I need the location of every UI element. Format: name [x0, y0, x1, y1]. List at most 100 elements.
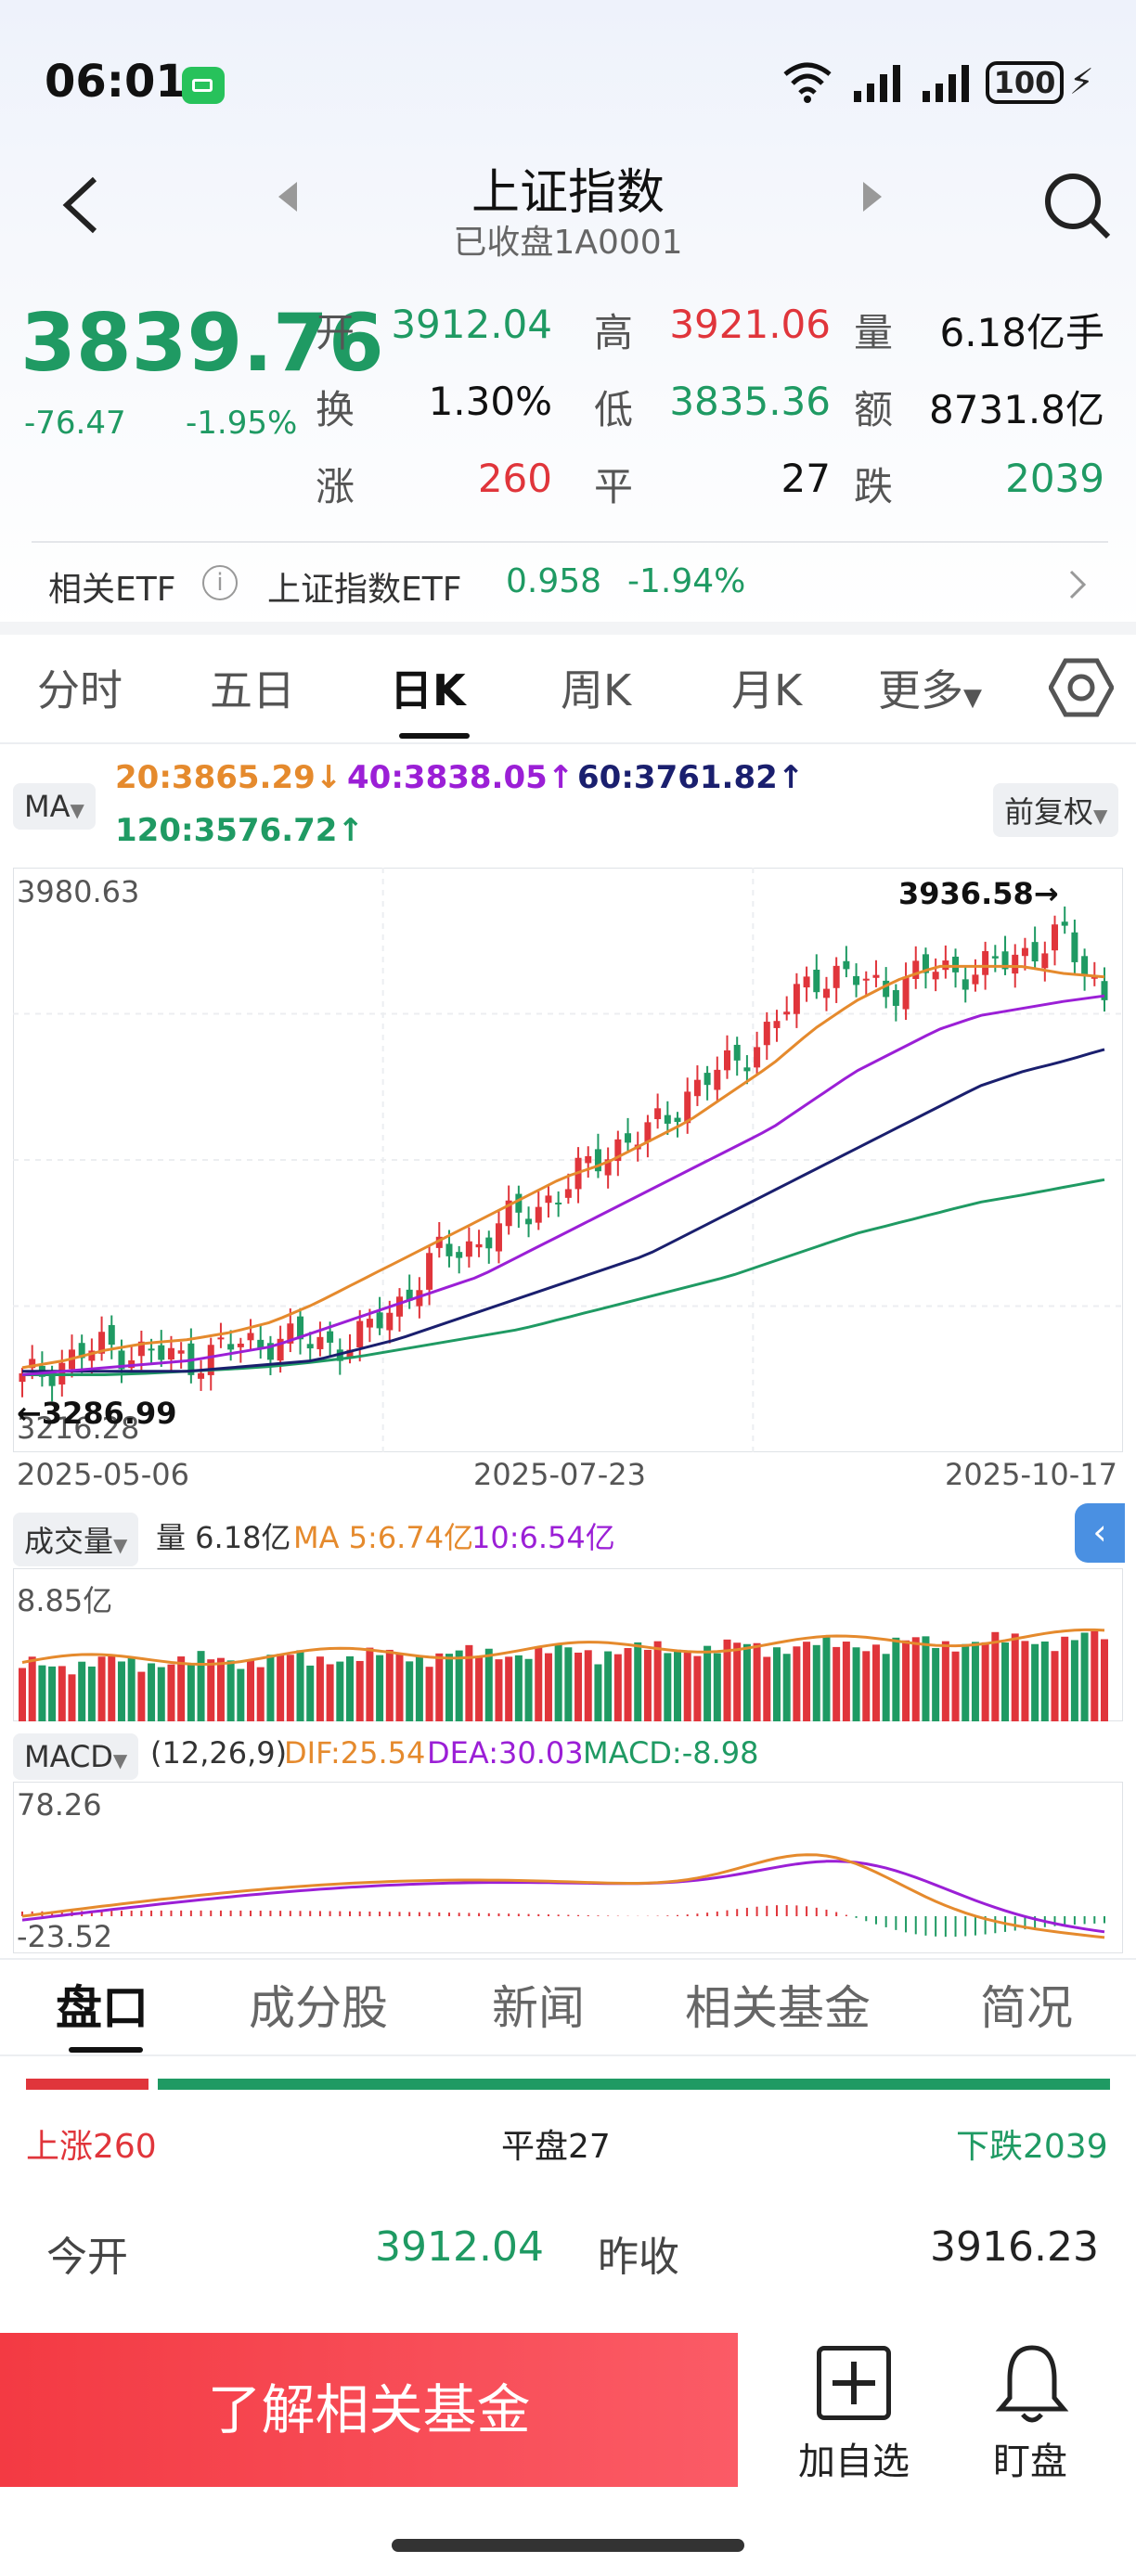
info-icon[interactable]: i — [202, 565, 238, 600]
change-pct: -1.95% — [186, 405, 298, 442]
volume-bar — [97, 1656, 106, 1721]
bell-icon[interactable] — [995, 2342, 1069, 2429]
candle-body — [495, 1223, 502, 1252]
candle-body — [853, 975, 860, 985]
y-min-label: 3216.28 — [17, 1410, 140, 1446]
breadth-flat: 平盘27 — [501, 2128, 611, 2166]
volume-bar — [68, 1674, 76, 1721]
volume-bar — [941, 1641, 949, 1721]
candle-body — [515, 1193, 523, 1213]
candle-body — [247, 1333, 254, 1341]
candle-body — [972, 974, 979, 985]
prev-close-value: 3916.23 — [930, 2223, 1099, 2271]
macd-selector[interactable]: MACD▼ — [13, 1733, 139, 1780]
tab-timeshare[interactable]: 分时 — [37, 665, 123, 715]
wechat-icon — [182, 67, 225, 104]
volume-bar — [484, 1648, 493, 1721]
candle-body — [555, 1202, 562, 1204]
tab-constituents[interactable]: 成分股 — [249, 1981, 388, 2035]
tab-related-funds[interactable]: 相关基金 — [685, 1981, 871, 2035]
tab-five-day[interactable]: 五日 — [210, 665, 295, 715]
macd-max-label: 78.26 — [17, 1787, 102, 1823]
prev-stock-icon[interactable] — [275, 178, 303, 219]
volume-bar — [1091, 1630, 1099, 1721]
tab-weekly-k[interactable]: 周K — [561, 665, 632, 715]
dropdown-icon: ▼ — [963, 684, 982, 712]
battery-icon: 100 — [986, 61, 1064, 104]
candle-body — [1071, 932, 1078, 962]
volume-bar — [355, 1660, 364, 1721]
tab-more[interactable]: 更多▼ — [878, 657, 982, 718]
candle-body — [505, 1200, 512, 1227]
tab-profile[interactable]: 简况 — [980, 1981, 1073, 2035]
candle-body — [585, 1155, 592, 1164]
candle-body — [1091, 976, 1098, 979]
settings-icon[interactable] — [1048, 655, 1115, 724]
volume-bar — [753, 1642, 761, 1721]
volume-bar — [584, 1650, 592, 1721]
volume-bar — [803, 1642, 811, 1721]
candle-body — [932, 972, 939, 980]
next-stock-icon[interactable] — [858, 178, 885, 219]
macd-selector-label: MACD — [24, 1739, 113, 1774]
volume-bar — [693, 1655, 702, 1721]
candle-body — [892, 990, 899, 1006]
quote-value: 2039 — [1005, 456, 1104, 501]
volume-bar — [137, 1671, 146, 1721]
ma-selector[interactable]: MA▼ — [13, 783, 96, 830]
divider — [0, 2054, 1136, 2056]
add-watchlist-label[interactable]: 加自选 — [798, 2441, 910, 2483]
etf-name[interactable]: 上证指数ETF — [267, 571, 462, 609]
candle-body — [545, 1195, 552, 1204]
candle-body — [962, 979, 969, 990]
volume-bar — [306, 1665, 315, 1721]
volume-bar — [862, 1651, 871, 1721]
volume-bar — [505, 1656, 513, 1721]
page-title: 上证指数 — [471, 165, 665, 221]
adjust-selector[interactable]: 前复权▼ — [993, 783, 1119, 837]
candle-body — [406, 1289, 413, 1301]
candle-body — [991, 956, 999, 959]
volume-bar — [127, 1656, 136, 1721]
candle-body — [227, 1344, 235, 1350]
ma20-legend: 20:3865.29↓ — [115, 759, 342, 796]
candlestick-chart[interactable] — [13, 868, 1123, 1452]
tab-monthly-k[interactable]: 月K — [731, 665, 803, 715]
candle-body — [237, 1343, 244, 1347]
candle-body — [376, 1312, 383, 1329]
volume-bar — [971, 1642, 979, 1721]
candle-body — [654, 1108, 662, 1120]
tab-daily-k[interactable]: 日K — [390, 665, 466, 715]
macd-frame — [13, 1782, 1123, 1953]
chart-frame — [13, 868, 1123, 1452]
volume-selector[interactable]: 成交量▼ — [13, 1513, 139, 1566]
chevron-right-icon[interactable] — [1067, 566, 1090, 607]
back-icon[interactable] — [56, 172, 111, 237]
candle-body — [485, 1237, 493, 1249]
volume-bar — [167, 1664, 175, 1721]
volume-bar — [1101, 1639, 1108, 1721]
open-value: 3912.04 — [375, 2223, 544, 2271]
candle-body — [813, 969, 820, 993]
add-watchlist-icon[interactable] — [817, 2346, 891, 2420]
ma60-legend: 60:3761.82↑ — [577, 759, 805, 796]
watch-label[interactable]: 盯盘 — [993, 2441, 1067, 2483]
search-icon[interactable] — [1043, 172, 1114, 246]
learn-funds-button[interactable]: 了解相关基金 — [0, 2333, 738, 2487]
volume-bar — [395, 1654, 404, 1721]
volume-bar — [117, 1661, 125, 1721]
volume-bar — [742, 1643, 751, 1721]
y-max-label: 3980.63 — [17, 874, 140, 909]
candle-body — [724, 1050, 731, 1071]
candle-body — [803, 976, 810, 988]
quote-label: 高 — [594, 310, 634, 355]
volume-bar — [157, 1667, 165, 1721]
candle-body — [614, 1139, 622, 1162]
expand-panel-button[interactable]: ‹ — [1075, 1503, 1125, 1563]
volume-bar — [833, 1646, 841, 1721]
candle-body — [1001, 951, 1009, 970]
candle-body — [475, 1243, 483, 1248]
home-indicator[interactable] — [392, 2539, 744, 2552]
tab-news[interactable]: 新闻 — [492, 1981, 585, 2035]
tab-pankou[interactable]: 盘口 — [56, 1981, 148, 2035]
